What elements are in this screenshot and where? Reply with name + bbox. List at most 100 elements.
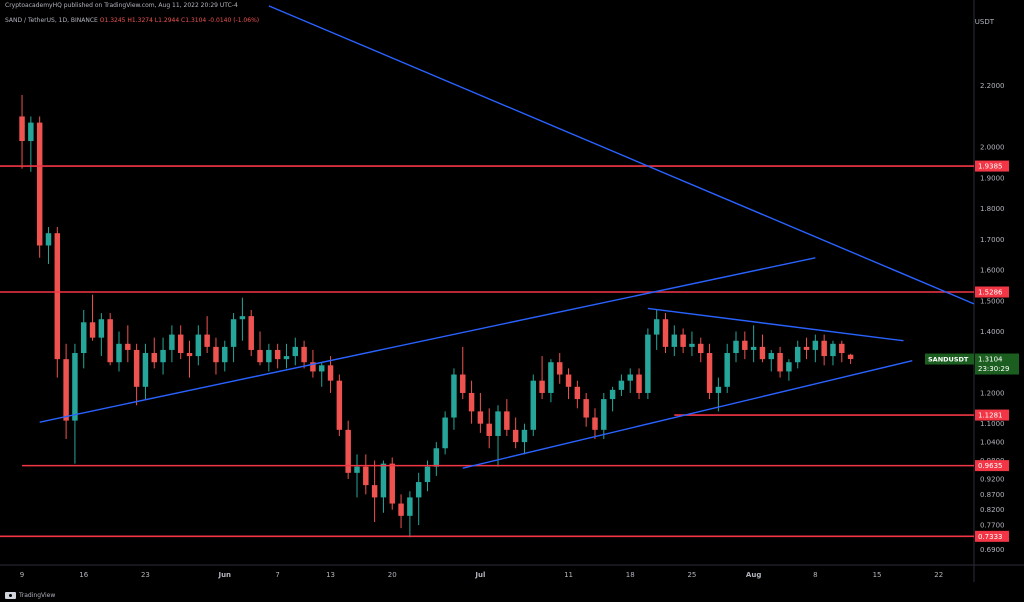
time-tick-label: 22 (934, 571, 943, 579)
candle-body (653, 319, 660, 335)
candle-body (389, 463, 395, 504)
candle-body (830, 343, 836, 357)
candle-body (556, 362, 563, 375)
tradingview-footer[interactable]: TradingView (5, 592, 55, 599)
candle-body (72, 353, 78, 421)
level-price-tag (975, 286, 1009, 298)
candle-body (19, 116, 25, 142)
candle-body (504, 411, 510, 430)
level-price-label: 1.1281 (978, 412, 1003, 420)
price-tick-label: 0.7700 (980, 522, 1005, 530)
candle-body (204, 334, 210, 347)
candle-body (512, 429, 519, 443)
currency-label: USDT (974, 18, 994, 26)
candle-body (274, 349, 281, 360)
symbol-label: SAND / TetherUS, 1D, BINANCE (5, 17, 98, 24)
candle-body (521, 429, 528, 443)
candle-body (812, 340, 819, 350)
candle-body (345, 429, 351, 473)
candle-body (733, 340, 739, 354)
candle-body (354, 466, 360, 473)
price-tick-label: 1.0400 (980, 439, 1005, 447)
candle-body (468, 392, 475, 412)
symbol-tag (925, 353, 974, 365)
price-tick-label: 1.7000 (980, 236, 1005, 244)
price-tick-label: 1.8000 (980, 205, 1005, 213)
trend-line (647, 307, 904, 342)
candle-body (742, 340, 748, 350)
time-tick-label: Jun (217, 571, 231, 579)
price-tick-label: 0.6900 (980, 546, 1005, 554)
trend-line (39, 257, 816, 423)
level-price-tag (975, 530, 1009, 542)
candle-body (195, 334, 202, 357)
candle-body (794, 346, 801, 363)
publish-info: CryptoacademyHQ published on TradingView… (5, 2, 238, 9)
level-price-tag (975, 460, 1009, 472)
candle-body (45, 233, 52, 246)
time-tick-label: 18 (626, 571, 635, 579)
candle-body (724, 353, 730, 387)
candle-body (63, 359, 69, 421)
candle-body (460, 374, 466, 393)
candle-body (133, 349, 140, 387)
candle-body (28, 122, 34, 142)
candle-body (327, 365, 334, 381)
candle-body (248, 316, 254, 350)
candle-body (715, 386, 722, 393)
candle-body (548, 362, 554, 393)
time-tick-label: 15 (873, 571, 882, 579)
candle-body (371, 485, 378, 498)
candle-body (601, 399, 607, 430)
candle-body (636, 374, 642, 393)
price-tick-label: 1.1000 (980, 420, 1005, 428)
level-price-label: 0.7333 (978, 533, 1003, 541)
candle-body (433, 448, 440, 467)
candle-body (539, 380, 545, 393)
candle-body (125, 343, 131, 350)
price-tick-label: 1.9000 (980, 174, 1005, 182)
candle-body (750, 346, 757, 350)
trend-line (462, 360, 913, 469)
candle-body (318, 365, 325, 372)
candle-body (239, 316, 246, 320)
candle-body (768, 353, 774, 360)
candle-body (116, 343, 122, 363)
candle-body (486, 423, 492, 436)
time-tick-label: 25 (687, 571, 696, 579)
time-tick-label: 20 (388, 571, 397, 579)
candle-body (310, 362, 316, 372)
candle-body (257, 349, 263, 363)
footer-brand: TradingView (19, 592, 56, 599)
candle-body (706, 353, 713, 393)
candle-body (671, 334, 678, 347)
candle-body (495, 411, 501, 436)
price-tick-label: 0.8700 (980, 491, 1005, 499)
candle-body (592, 417, 598, 430)
price-tick-label: 1.2000 (980, 389, 1005, 397)
candle-body (36, 122, 43, 246)
time-tick-label: 8 (813, 571, 817, 579)
candle-body (54, 233, 61, 360)
candle-body (301, 346, 307, 363)
last-price-label: 1.3104 (978, 356, 1003, 364)
candle-body (442, 417, 448, 449)
level-price-label: 1.9385 (978, 163, 1003, 171)
candle-body (618, 380, 625, 390)
time-tick-label: 11 (564, 571, 573, 579)
price-tick-label: 1.6000 (980, 267, 1005, 275)
price-tick-label: 1.5000 (980, 297, 1005, 305)
candle-body (839, 343, 845, 354)
candle-body (847, 354, 854, 360)
price-tick-label: 1.4000 (980, 328, 1005, 336)
price-tick-label: 2.0000 (980, 144, 1005, 152)
candle-body (451, 374, 457, 418)
time-tick-label: 16 (79, 571, 88, 579)
level-price-label: 0.9635 (978, 462, 1003, 470)
candle-body (609, 389, 616, 400)
candle-body (177, 334, 184, 354)
candle-body (786, 362, 792, 372)
level-price-tag (975, 409, 1009, 421)
symbol-tag-label: SANDUSDT (928, 356, 969, 364)
